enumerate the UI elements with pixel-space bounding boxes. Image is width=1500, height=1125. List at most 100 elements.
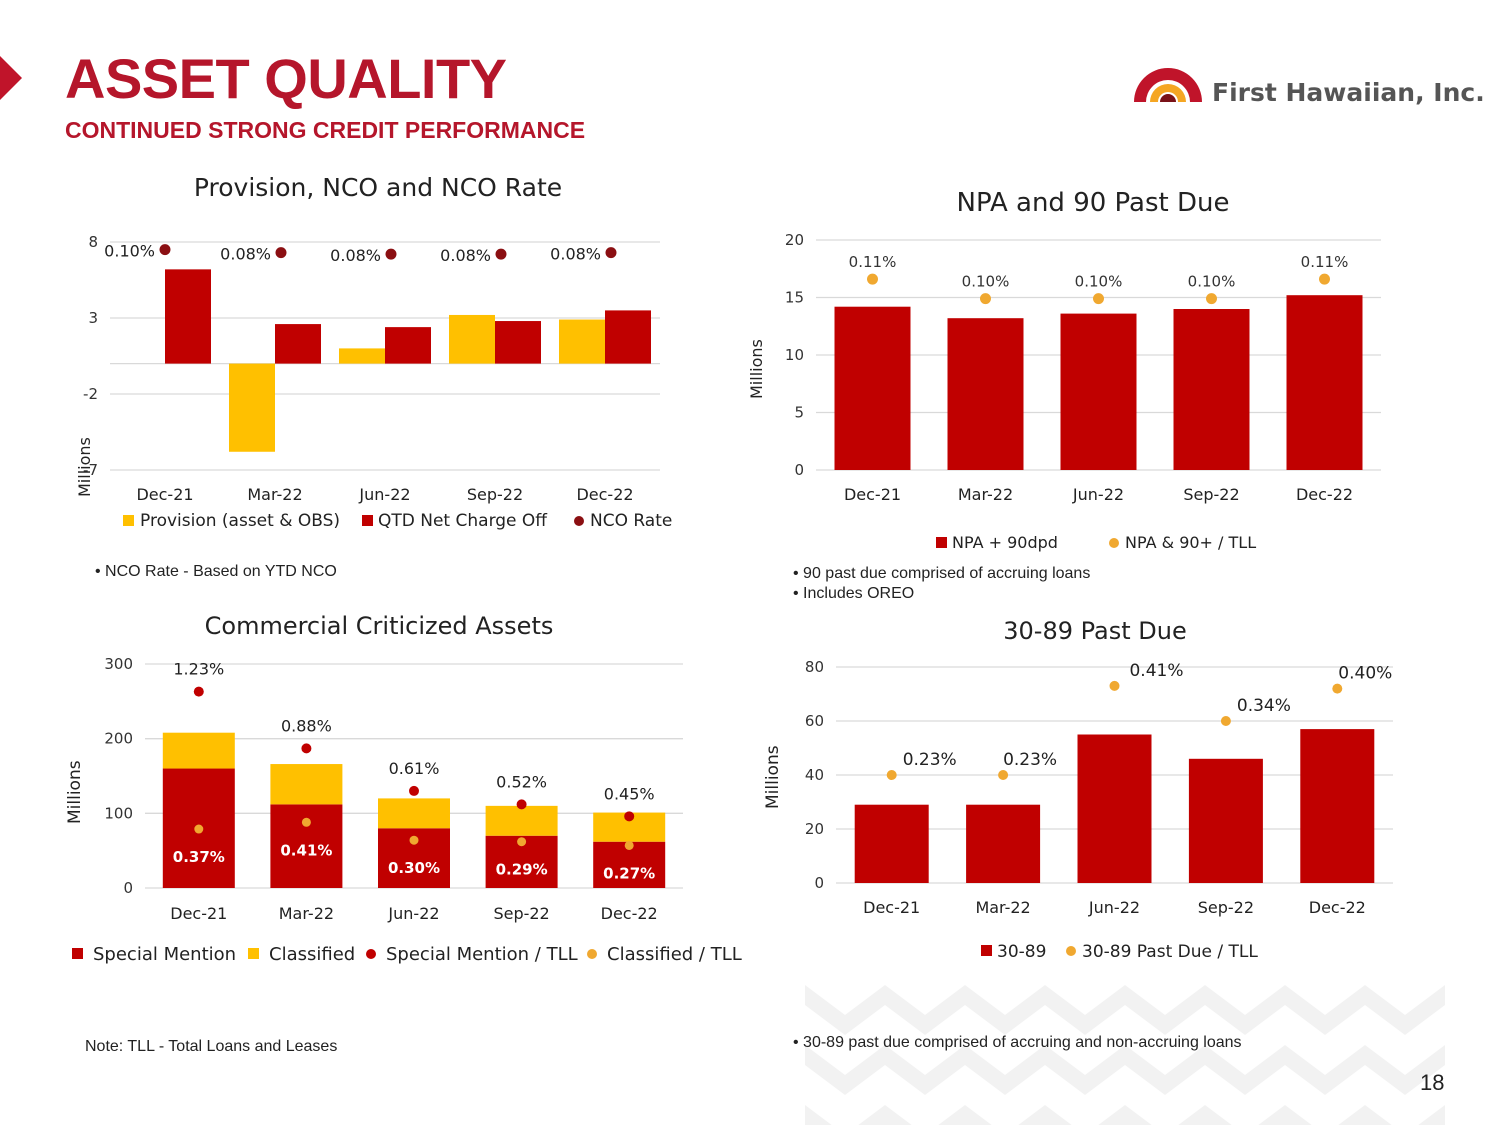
y-tick-label: 80 bbox=[805, 658, 824, 676]
data-label-special-mention-rate: 0.52% bbox=[496, 772, 547, 791]
bar-classified bbox=[485, 805, 558, 836]
bar-nco bbox=[385, 327, 431, 364]
decorative-pattern bbox=[805, 985, 1445, 1125]
bar-classified bbox=[162, 732, 235, 769]
x-tick-label: Dec-22 bbox=[601, 904, 658, 923]
legend-swatch-special-mention bbox=[72, 948, 83, 959]
data-label-classified-rate: 0.29% bbox=[496, 861, 548, 879]
point-nco-rate bbox=[275, 247, 287, 259]
x-tick-label: Sep-22 bbox=[1183, 485, 1239, 504]
y-tick-label: 15 bbox=[785, 289, 804, 307]
chart-npa: NPA and 90 Past Due Millions 20 15 10 5 0 Dec… bbox=[747, 188, 1381, 552]
y-tick-label: 40 bbox=[805, 766, 824, 784]
y-tick-label: 10 bbox=[785, 346, 804, 364]
point-past-due-rate bbox=[886, 770, 897, 780]
logo-text: First Hawaiian, Inc. bbox=[1212, 78, 1485, 107]
legend-label-npa: NPA + 90dpd bbox=[952, 533, 1058, 552]
bar-npa bbox=[834, 306, 911, 470]
point-special-mention-rate bbox=[516, 799, 527, 810]
legend-swatch-nco bbox=[362, 515, 373, 526]
data-label-classified-rate: 0.37% bbox=[173, 848, 225, 866]
data-label-past-due-rate: 0.41% bbox=[1129, 661, 1183, 681]
chart-title: 30-89 Past Due bbox=[1003, 617, 1186, 645]
legend-label-past-due: 30-89 bbox=[997, 942, 1046, 962]
bar-nco bbox=[165, 269, 211, 364]
data-label-classified-rate: 0.30% bbox=[388, 859, 440, 877]
legend-label-classified: Classified bbox=[269, 944, 355, 965]
bar-provision bbox=[229, 363, 275, 452]
y-axis-label: Millions bbox=[65, 760, 85, 824]
x-tick-label: Jun-22 bbox=[1072, 485, 1124, 504]
y-axis-label: Millions bbox=[75, 437, 94, 497]
legend-swatch-classified-rate bbox=[587, 949, 597, 959]
bar-nco bbox=[605, 310, 651, 364]
data-label-nco-rate: 0.08% bbox=[550, 245, 601, 264]
x-tick-label: Jun-22 bbox=[358, 485, 410, 504]
x-tick-label: Dec-22 bbox=[1309, 898, 1366, 917]
point-nco-rate bbox=[385, 248, 397, 260]
point-classified-rate bbox=[301, 817, 311, 827]
data-label-npa-rate: 0.11% bbox=[1301, 253, 1349, 271]
legend-label-nco-rate: NCO Rate bbox=[590, 511, 672, 531]
bar-provision bbox=[559, 319, 605, 364]
page-title: ASSET QUALITY bbox=[65, 47, 507, 110]
note-npa-1: • 90 past due comprised of accruing loan… bbox=[793, 565, 1091, 582]
y-tick-label: 5 bbox=[794, 404, 804, 422]
x-tick-label: Dec-21 bbox=[863, 898, 920, 917]
data-label-special-mention-rate: 0.45% bbox=[604, 784, 655, 803]
point-classified-rate bbox=[624, 840, 634, 850]
x-tick-label: Mar-22 bbox=[279, 904, 334, 923]
y-tick-label: -2 bbox=[83, 385, 98, 403]
legend-swatch-nco-rate bbox=[574, 516, 584, 526]
legend-label-special-mention: Special Mention bbox=[93, 944, 236, 965]
point-special-mention-rate bbox=[301, 743, 312, 754]
legend-swatch-past-due-rate bbox=[1066, 946, 1076, 956]
legend-label-nco: QTD Net Charge Off bbox=[378, 511, 548, 531]
bar-npa bbox=[1060, 313, 1137, 470]
note-tll: Note: TLL - Total Loans and Leases bbox=[85, 1038, 338, 1055]
point-npa-rate bbox=[1093, 293, 1104, 305]
data-label-classified-rate: 0.27% bbox=[603, 864, 655, 882]
data-label-special-mention-rate: 0.61% bbox=[389, 759, 440, 778]
x-tick-label: Mar-22 bbox=[958, 485, 1013, 504]
bar-npa bbox=[1173, 309, 1250, 470]
bar-past-due bbox=[854, 804, 929, 883]
y-tick-label: 3 bbox=[88, 309, 98, 327]
y-tick-label: 100 bbox=[104, 804, 133, 822]
y-axis-label: Millions bbox=[747, 339, 766, 399]
point-classified-rate bbox=[517, 837, 527, 847]
data-label-nco-rate: 0.08% bbox=[330, 246, 381, 265]
point-nco-rate bbox=[495, 248, 507, 260]
point-nco-rate bbox=[159, 244, 171, 256]
x-tick-label: Dec-22 bbox=[576, 485, 633, 504]
legend-swatch-provision bbox=[123, 515, 134, 526]
bar-nco bbox=[495, 321, 541, 364]
point-nco-rate bbox=[605, 247, 617, 259]
chart-title: NPA and 90 Past Due bbox=[957, 188, 1230, 218]
point-special-mention-rate bbox=[409, 785, 419, 796]
point-past-due-rate bbox=[1220, 716, 1231, 726]
y-tick-label: 200 bbox=[104, 730, 133, 748]
data-label-special-mention-rate: 1.23% bbox=[173, 660, 224, 679]
legend-label-provision: Provision (asset & OBS) bbox=[140, 511, 340, 531]
x-tick-label: Jun-22 bbox=[1088, 898, 1140, 917]
x-tick-label: Sep-22 bbox=[493, 904, 549, 923]
note-npa-2: • Includes OREO bbox=[793, 585, 915, 602]
y-tick-label: 8 bbox=[88, 233, 98, 251]
y-tick-label: 20 bbox=[805, 820, 824, 838]
data-label-classified-rate: 0.41% bbox=[280, 841, 332, 859]
point-npa-rate bbox=[1319, 273, 1330, 285]
legend-swatch-classified bbox=[248, 948, 259, 959]
point-classified-rate bbox=[194, 824, 204, 834]
legend-label-classified-rate: Classified / TLL bbox=[607, 944, 742, 965]
y-tick-label: -7 bbox=[83, 461, 98, 479]
point-npa-rate bbox=[1206, 293, 1217, 305]
data-label-npa-rate: 0.11% bbox=[849, 253, 897, 271]
point-special-mention-rate bbox=[624, 811, 635, 822]
data-label-npa-rate: 0.10% bbox=[1075, 273, 1123, 291]
x-tick-label: Mar-22 bbox=[247, 485, 302, 504]
note-nco: • NCO Rate - Based on YTD NCO bbox=[95, 563, 337, 580]
chart-title: Commercial Criticized Assets bbox=[205, 612, 554, 640]
legend-swatch-past-due bbox=[981, 945, 992, 956]
data-label-nco-rate: 0.08% bbox=[220, 245, 271, 264]
